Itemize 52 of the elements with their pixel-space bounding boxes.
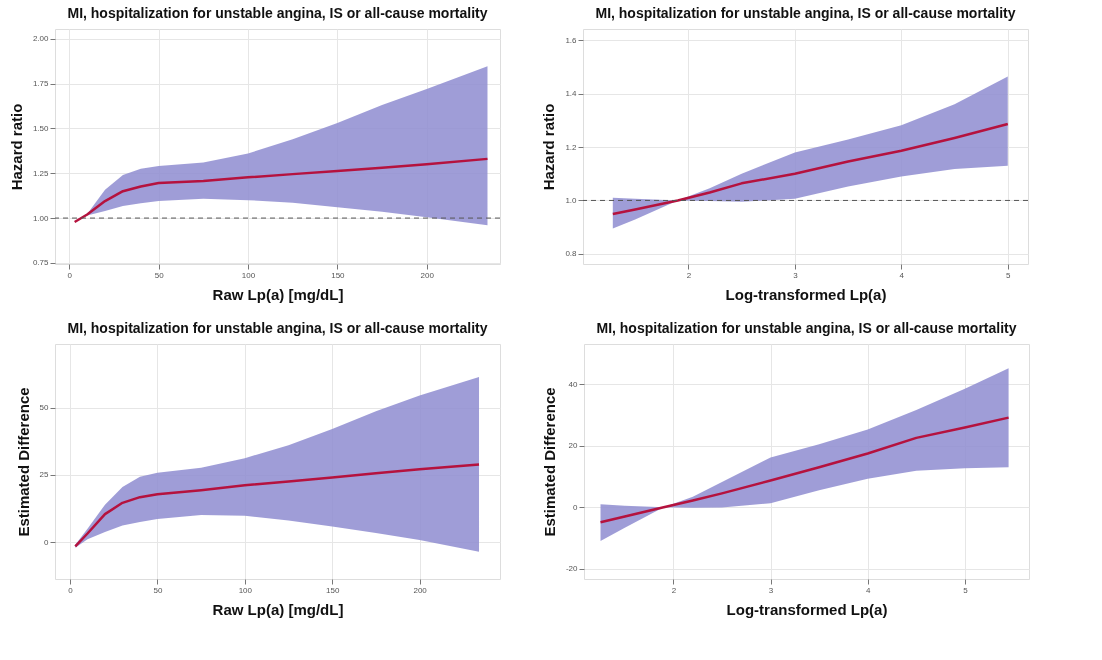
chart-title: MI, hospitalization for unstable angina, IS or all-cause mortality (595, 5, 1016, 21)
x-tick-label: 2 (671, 585, 677, 595)
y-tick-label: 1.6 (565, 35, 578, 45)
x-tick-label: 3 (768, 585, 774, 595)
x-tick-label: 2 (686, 270, 692, 280)
y-tick-label: 20 (568, 441, 579, 451)
chart-title: MI, hospitalization for unstable angina, IS or all-cause mortality (596, 320, 1017, 336)
chart-title: MI, hospitalization for unstable angina, IS or all-cause mortality (67, 5, 488, 21)
line-series (611, 122, 1010, 216)
y-tick-label: 40 (568, 380, 579, 389)
line-series (74, 463, 481, 548)
chart-title: MI, hospitalization for unstable angina, IS or all-cause mortality (67, 320, 488, 336)
y-tick-label: 0 (573, 502, 579, 512)
y-tick-label: 1.00 (32, 213, 50, 223)
y-axis-title: Hazard ratio (540, 103, 558, 191)
x-axis-title: Raw Lp(a) [mg/dL] (212, 600, 344, 618)
x-tick-label: 0 (68, 585, 74, 595)
y-tick-label: 25 (39, 470, 50, 480)
x-tick-label: 150 (326, 585, 340, 595)
y-tick-label: 50 (39, 403, 50, 413)
x-tick-label: 50 (154, 270, 165, 280)
x-tick-label: 4 (899, 270, 905, 280)
y-tick-label: 1.50 (32, 123, 50, 133)
x-tick-label: 150 (331, 270, 346, 280)
x-tick-label: 200 (413, 585, 428, 595)
y-tick-label: 0 (44, 537, 50, 547)
y-tick-label: 0.75 (32, 258, 50, 268)
y-tick-label: 1.4 (565, 89, 578, 99)
x-axis-title: Log-transformed Lp(a) (725, 285, 887, 303)
x-tick-label: 4 (865, 585, 871, 595)
y-tick-label: 1.0 (565, 195, 578, 205)
x-axis-title: Raw Lp(a) [mg/dL] (212, 285, 344, 303)
y-tick-label: 1.2 (565, 142, 578, 152)
y-tick-label: 2.00 (32, 34, 50, 44)
x-tick-label: 50 (153, 585, 163, 595)
x-tick-label: 3 (793, 270, 799, 280)
x-tick-label: 200 (420, 270, 435, 280)
y-axis-title: Estimated Difference (14, 387, 32, 537)
x-tick-label: 5 (1006, 270, 1012, 280)
x-tick-label: 100 (241, 270, 256, 280)
y-axis-title: Hazard ratio (7, 103, 25, 191)
x-axis-title: Log-transformed Lp(a) (726, 600, 888, 618)
x-tick-label: 5 (963, 585, 969, 595)
line-series (73, 157, 489, 224)
x-tick-label: 0 (67, 270, 73, 280)
y-axis-title: Estimated Difference (540, 387, 558, 537)
y-tick-label: 1.25 (32, 168, 50, 178)
y-tick-label: 1.75 (32, 79, 50, 89)
y-tick-label: -20 (565, 564, 579, 574)
line-series (599, 416, 1010, 524)
x-tick-label: 100 (238, 585, 253, 595)
y-tick-label: 0.8 (565, 249, 578, 259)
